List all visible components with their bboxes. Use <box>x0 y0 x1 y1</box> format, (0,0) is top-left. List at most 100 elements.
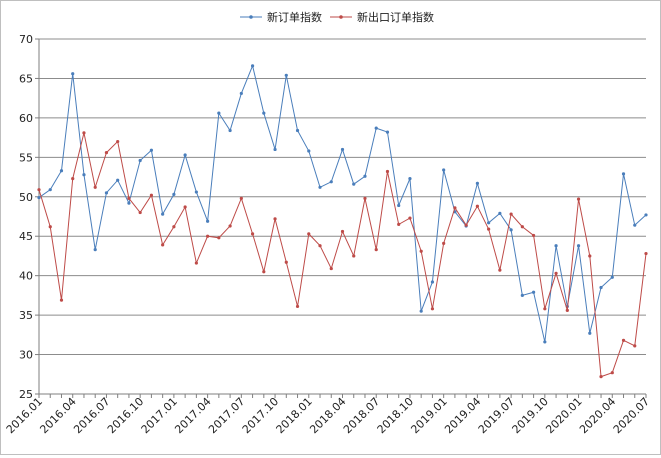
data-point <box>161 243 165 247</box>
legend: 新订单指数 新出口订单指数 <box>240 10 434 24</box>
data-point <box>183 205 187 209</box>
data-point <box>352 182 356 186</box>
legend-marker-new-orders <box>249 15 253 19</box>
data-point <box>48 188 52 192</box>
x-tick-label: 2016.10 <box>105 395 146 436</box>
data-point <box>93 248 97 252</box>
data-point <box>104 151 109 155</box>
data-point <box>127 196 131 200</box>
data-point <box>487 221 491 225</box>
data-point <box>385 169 390 174</box>
data-point <box>610 275 614 279</box>
data-point <box>228 224 232 228</box>
legend-item-new-orders: 新订单指数 <box>240 10 322 24</box>
data-point <box>329 180 333 184</box>
x-tick-label: 2019.04 <box>442 395 483 436</box>
data-point <box>262 270 266 274</box>
data-point <box>93 185 97 189</box>
data-point <box>633 344 637 348</box>
data-point <box>161 212 165 216</box>
series-new-orders <box>37 64 648 344</box>
data-point <box>442 168 446 172</box>
data-point <box>498 268 502 272</box>
data-point <box>520 293 524 297</box>
data-point <box>599 285 603 290</box>
series-new-export-orders <box>37 131 648 379</box>
data-point <box>194 190 198 194</box>
data-point <box>340 229 345 234</box>
data-point <box>374 126 378 130</box>
data-point <box>318 244 322 248</box>
data-point <box>475 204 479 208</box>
data-point <box>217 111 221 115</box>
y-tick-label: 50 <box>19 191 33 204</box>
data-point <box>633 223 637 227</box>
legend-label-new-orders: 新订单指数 <box>267 10 322 24</box>
y-tick-label: 55 <box>19 151 33 164</box>
x-tick-label: 2018.10 <box>375 395 416 436</box>
x-tick-label: 2020.01 <box>543 395 584 436</box>
legend-marker-new-export-orders <box>339 15 343 19</box>
data-point <box>228 128 232 133</box>
x-axis: 2016.012016.042016.072016.102017.012017.… <box>4 394 652 436</box>
data-point <box>464 223 468 227</box>
data-point <box>610 371 614 375</box>
data-point <box>183 153 187 157</box>
data-point <box>520 225 524 229</box>
data-point <box>116 139 120 144</box>
data-point <box>329 266 333 271</box>
data-point <box>397 222 401 226</box>
x-tick-label: 2018.04 <box>307 395 348 436</box>
data-point <box>509 212 513 216</box>
data-point <box>116 178 120 182</box>
grid-lines <box>39 38 646 395</box>
data-point <box>644 251 648 256</box>
data-point <box>430 280 435 284</box>
data-point <box>82 173 86 177</box>
data-point <box>543 340 547 344</box>
data-point <box>273 147 277 152</box>
legend-item-new-export-orders: 新出口订单指数 <box>330 10 434 24</box>
data-point <box>318 185 322 189</box>
data-point <box>397 203 401 208</box>
data-point <box>71 72 75 76</box>
data-point <box>531 233 536 238</box>
data-point <box>37 195 41 200</box>
data-point <box>363 196 367 200</box>
data-point <box>408 177 412 181</box>
x-tick-label: 2020.04 <box>577 395 618 436</box>
data-point <box>295 128 300 133</box>
x-tick-label: 2019.10 <box>510 395 551 436</box>
data-point <box>206 234 210 238</box>
data-point <box>419 309 423 313</box>
data-point <box>172 225 176 229</box>
data-point <box>576 197 581 201</box>
legend-label-new-export-orders: 新出口订单指数 <box>357 10 434 24</box>
y-tick-label: 45 <box>19 230 33 243</box>
x-tick-label: 2017.10 <box>240 395 281 436</box>
data-point <box>475 181 479 185</box>
data-point <box>621 338 626 342</box>
data-point <box>239 91 243 96</box>
data-point <box>127 201 131 205</box>
y-tick-label: 40 <box>19 270 33 283</box>
x-tick-label: 2018.07 <box>341 395 382 436</box>
data-point <box>217 236 221 240</box>
data-point <box>307 149 311 153</box>
y-tick-label: 35 <box>19 309 33 322</box>
data-point <box>250 232 255 236</box>
data-point <box>48 225 52 229</box>
y-tick-label: 70 <box>19 33 33 46</box>
data-point <box>239 196 243 200</box>
data-point <box>588 254 592 258</box>
data-point <box>262 111 266 115</box>
data-point <box>71 177 75 181</box>
data-point <box>172 192 176 197</box>
data-point <box>352 254 356 258</box>
series-layer <box>37 64 648 379</box>
data-point <box>149 193 154 197</box>
x-tick-label: 2016.04 <box>37 395 78 436</box>
x-tick-label: 2018.01 <box>274 395 315 436</box>
